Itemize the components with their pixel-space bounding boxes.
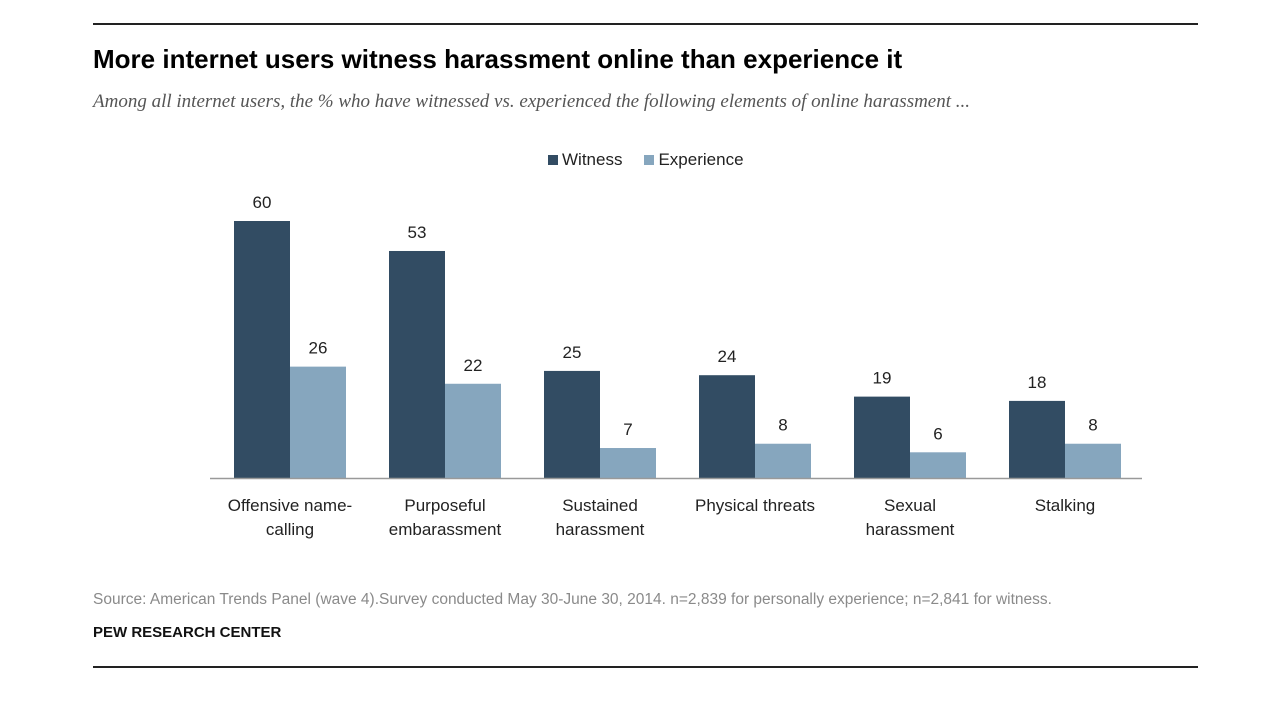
data-label-experience: 22	[464, 356, 483, 375]
bar-witness	[234, 221, 290, 478]
category-label: Sustained	[562, 496, 638, 515]
bar-witness	[1009, 400, 1065, 478]
legend-item-witness: Witness	[548, 150, 622, 170]
data-label-experience: 6	[933, 424, 942, 443]
legend-label-witness: Witness	[562, 150, 623, 169]
bar-chart: 60 26 Offensive name-calling 53 22 Purposeful…	[210, 193, 1142, 539]
bar-witness	[389, 250, 445, 478]
bar-experience	[290, 366, 346, 478]
data-label-witness: 24	[718, 347, 737, 366]
category-label: Stalking	[1035, 496, 1095, 515]
legend-item-experience: Experience	[644, 150, 744, 170]
top-rule	[93, 23, 1198, 25]
data-label-experience: 7	[623, 420, 632, 439]
bar-experience	[445, 383, 501, 478]
category-label: Offensive name-	[228, 496, 352, 515]
bar-experience	[1065, 443, 1121, 478]
data-label-witness: 60	[253, 193, 272, 212]
category-label: harassment	[866, 520, 955, 539]
bar-experience	[600, 448, 656, 478]
data-label-witness: 19	[873, 369, 892, 388]
data-label-witness: 25	[563, 343, 582, 362]
bottom-rule	[93, 666, 1198, 668]
bar-witness	[854, 396, 910, 478]
chart-legend: Witness Experience	[548, 150, 766, 170]
chart-title: More internet users witness harassment o…	[93, 44, 903, 74]
data-label-experience: 26	[309, 339, 328, 358]
data-label-experience: 8	[1088, 416, 1097, 435]
category-label: calling	[266, 520, 314, 539]
bar-experience	[755, 443, 811, 478]
bar-experience	[910, 452, 966, 478]
category-label: Purposeful	[404, 496, 485, 515]
data-label-witness: 18	[1028, 373, 1047, 392]
category-label: embarassment	[389, 520, 502, 539]
bar-witness	[544, 370, 600, 478]
organization-name: PEW RESEARCH CENTER	[93, 624, 282, 641]
legend-swatch-experience	[644, 155, 655, 165]
source-note: Source: American Trends Panel (wave 4).S…	[93, 591, 1052, 608]
data-label-experience: 8	[778, 416, 787, 435]
bar-witness	[699, 375, 755, 478]
category-label: Sexual	[884, 496, 936, 515]
legend-swatch-witness	[548, 155, 558, 165]
data-label-witness: 53	[408, 223, 427, 242]
chart-subtitle: Among all internet users, the % who have…	[93, 91, 971, 112]
legend-label-experience: Experience	[658, 150, 744, 169]
category-label: Physical threats	[695, 496, 815, 515]
category-label: harassment	[556, 520, 645, 539]
